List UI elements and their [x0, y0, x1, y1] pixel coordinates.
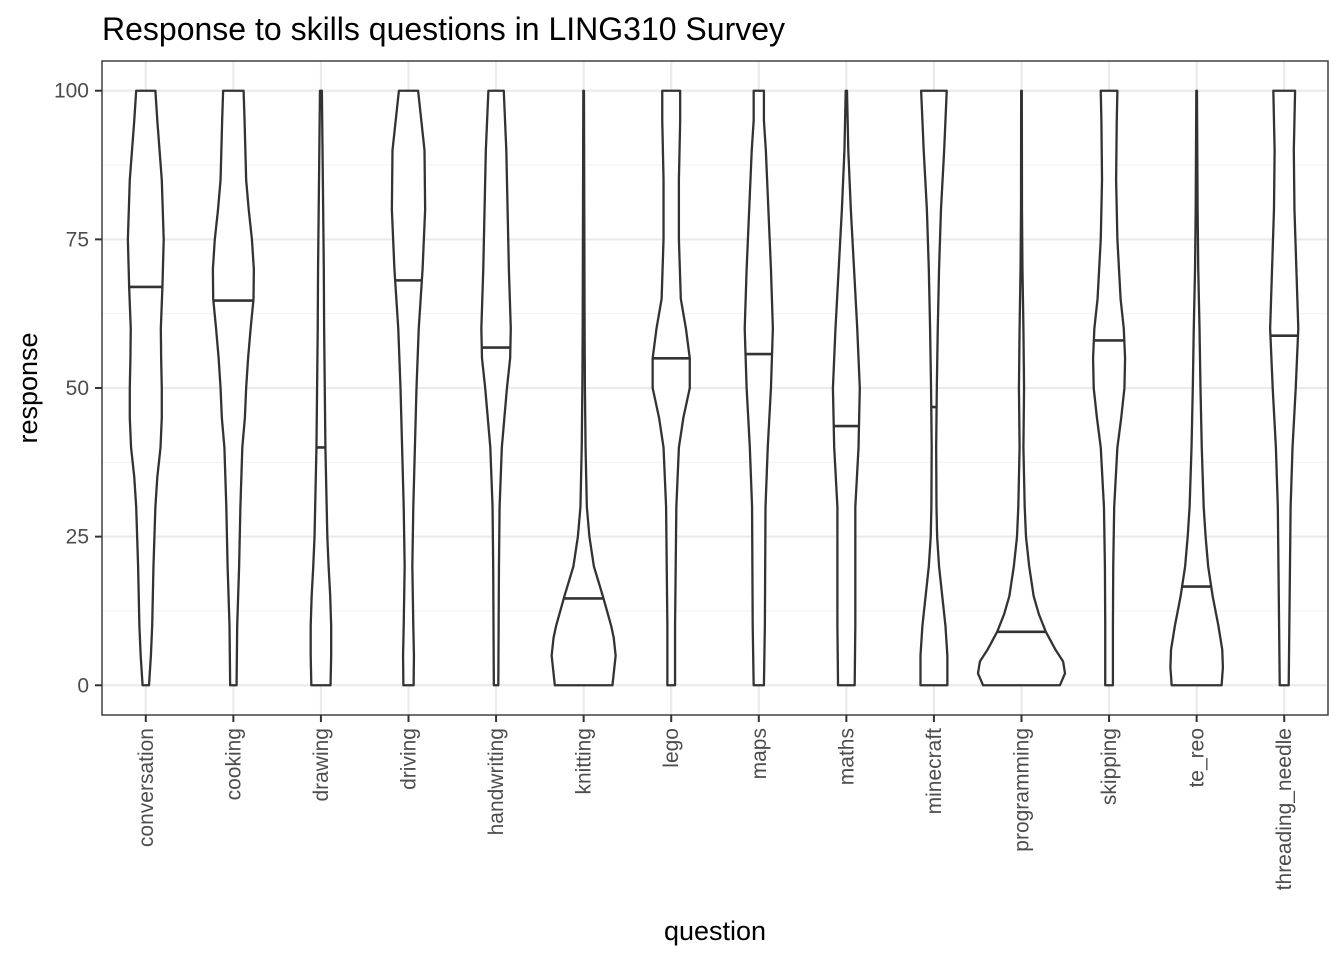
violin-knitting [550, 89, 617, 687]
violin-minecraft [919, 89, 949, 687]
x-axis-title: question [664, 916, 766, 946]
x-tick-label: skipping [1098, 728, 1121, 805]
x-tick-label: knitting [573, 728, 596, 795]
x-tick-label: maths [835, 728, 858, 785]
x-tick-label: handwriting [485, 728, 508, 835]
violin-threading_needle [1268, 89, 1300, 687]
violin-lego [651, 89, 691, 687]
y-tick-label: 25 [66, 526, 89, 549]
x-tick-label: te_reo [1186, 728, 1209, 788]
x-tick-label: conversation [135, 728, 158, 847]
violin-maps [743, 89, 775, 687]
violin-programming [976, 89, 1067, 687]
x-tick-label: cooking [222, 728, 245, 800]
violin-cooking [211, 89, 255, 687]
violin-drawing [309, 89, 333, 687]
y-axis: 0 25 50 75 100 [54, 80, 102, 697]
violin-handwriting [480, 89, 512, 687]
y-axis-title: response [13, 332, 43, 443]
y-tick-label: 75 [66, 228, 89, 251]
violin-skipping [1091, 89, 1127, 687]
x-tick-label: driving [398, 728, 421, 790]
x-tick-label: threading_needle [1273, 728, 1296, 890]
violin-conversation [126, 89, 165, 687]
y-tick-label: 50 [66, 377, 89, 400]
violin-maths [831, 89, 861, 687]
x-tick-label: drawing [310, 728, 333, 802]
x-axis: conversation cooking drawing driving handwri… [135, 715, 1296, 890]
y-tick-label: 0 [77, 674, 89, 697]
x-tick-label: minecraft [923, 728, 946, 815]
x-tick-label: lego [660, 728, 683, 768]
violin-te_reo [1169, 89, 1225, 687]
violins [126, 89, 1300, 687]
x-tick-label: maps [748, 728, 771, 779]
x-tick-label: programming [1011, 728, 1034, 852]
chart-title: Response to skills questions in LING310 … [102, 11, 785, 47]
y-tick-label: 100 [54, 80, 89, 103]
violin-driving [390, 89, 427, 687]
